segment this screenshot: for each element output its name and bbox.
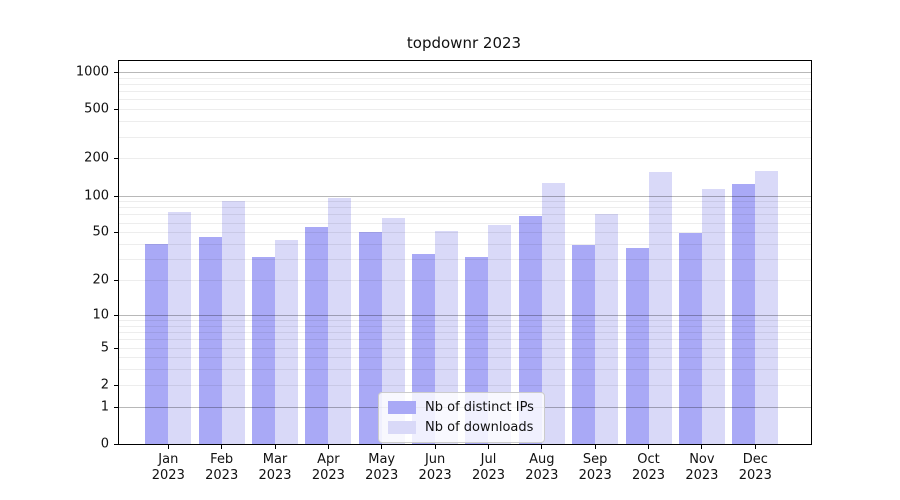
y-tick-mark [114,444,119,445]
x-tick-mark [594,444,596,449]
x-tick-label-mar: Mar 2023 [258,452,292,483]
legend-label-downloads: Nb of downloads [425,420,534,435]
bar-downloads-may [381,218,405,444]
plot-area: Nb of distinct IPs Nb of downloads 1000 5… [76,60,812,483]
x-tick-label-dec: Dec 2023 [738,452,772,483]
x-tick-mark [434,444,436,449]
x-tick-label-sep: Sep 2023 [578,452,612,483]
x-tick-mark [221,444,223,449]
y-tick-mark [114,384,119,386]
x-tick-label-nov: Nov 2023 [685,452,719,483]
y-tick-label: 5 [100,340,109,355]
y-tick-mark [114,109,119,111]
x-tick-mark [648,444,649,449]
y-tick-mark [114,347,119,349]
bar-distinct-ips-dec [732,183,756,444]
legend-item-distinct-ips: Nb of distinct IPs [388,400,534,415]
y-tick-label: 10 [92,307,109,323]
bar-distinct-ips-may [358,232,382,444]
x-tick-mark [488,444,489,449]
gridline-minor [119,91,811,93]
bar-downloads-oct [648,172,672,444]
legend-swatch-downloads [388,421,416,434]
x-tick-mark [381,444,383,449]
y-tick-label: 1000 [75,64,109,80]
y-tick-label: 20 [92,272,109,288]
bar-downloads-sep [595,214,619,444]
y-tick-label: 500 [84,101,109,117]
x-tick-label-jul: Jul 2023 [471,452,506,483]
gridline-minor [119,99,811,101]
gridline-minor [119,158,811,160]
y-tick-label: 50 [92,224,109,240]
bar-distinct-ips-jan [145,244,169,444]
bar-downloads-dec [755,171,779,444]
bar-distinct-ips-oct [625,248,649,444]
bar-downloads-aug [541,182,565,444]
x-tick-label-jun: Jun 2023 [418,452,452,483]
gridline-minor [119,121,811,123]
x-tick-mark [701,444,703,449]
y-tick-label: 100 [84,188,109,203]
bar-downloads-jul [488,225,512,444]
x-tick-label-oct: Oct 2023 [631,452,666,483]
bar-distinct-ips-sep [572,245,596,444]
y-tick-mark [114,314,119,316]
bar-downloads-mar [275,240,299,444]
x-tick-mark [167,444,169,449]
legend-item-downloads: Nb of downloads [388,420,534,435]
x-tick-label-apr: Apr 2023 [311,452,345,483]
y-tick-label: 1 [100,399,109,415]
x-tick-mark [274,444,276,449]
x-tick-label-may: May 2023 [365,452,399,483]
x-tick-label-feb: Feb 2023 [205,452,239,483]
bar-downloads-jun [435,231,459,444]
y-tick-mark [114,195,119,197]
x-tick-label-jan: Jan 2023 [151,452,185,483]
gridline-minor [119,83,811,85]
legend-swatch-distinct-ips [388,401,416,414]
bar-downloads-feb [221,201,245,444]
gridline-minor [119,77,811,79]
x-tick-mark [327,444,329,449]
bar-downloads-apr [328,198,352,444]
x-tick-label-aug: Aug 2023 [525,452,559,483]
y-tick-label: 2 [100,377,109,393]
y-tick-label: 200 [84,150,109,166]
legend: Nb of distinct IPs Nb of downloads [378,392,545,443]
bar-downloads-jan [168,212,192,444]
gridline-major [119,71,811,73]
bar-distinct-ips-aug [518,216,542,444]
x-tick-mark [541,444,543,449]
legend-label-distinct-ips: Nb of distinct IPs [425,400,534,415]
chart-title: topdownr 2023 [406,34,522,52]
gridline-minor [119,109,811,111]
y-tick-mark [114,280,119,281]
bar-distinct-ips-feb [198,236,222,444]
y-tick-mark [114,232,119,234]
bar-distinct-ips-nov [678,233,702,444]
y-tick-mark [114,406,119,408]
bar-distinct-ips-apr [305,227,329,444]
x-tick-mark [754,444,756,449]
bar-distinct-ips-mar [252,257,276,444]
y-tick-mark [114,158,119,160]
y-tick-mark [114,71,119,73]
y-tick-label: 0 [100,436,109,452]
bar-downloads-nov [701,188,725,444]
gridline-minor [119,136,811,138]
